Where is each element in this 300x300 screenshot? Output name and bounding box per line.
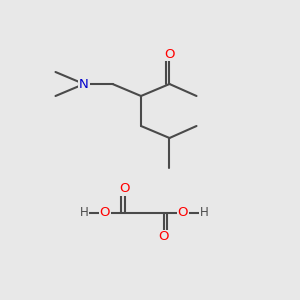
Text: H: H <box>200 206 208 220</box>
Text: O: O <box>164 47 175 61</box>
Text: O: O <box>158 230 169 244</box>
Text: O: O <box>119 182 130 196</box>
Text: H: H <box>80 206 88 220</box>
Text: N: N <box>79 77 89 91</box>
Text: O: O <box>178 206 188 220</box>
Text: O: O <box>100 206 110 220</box>
